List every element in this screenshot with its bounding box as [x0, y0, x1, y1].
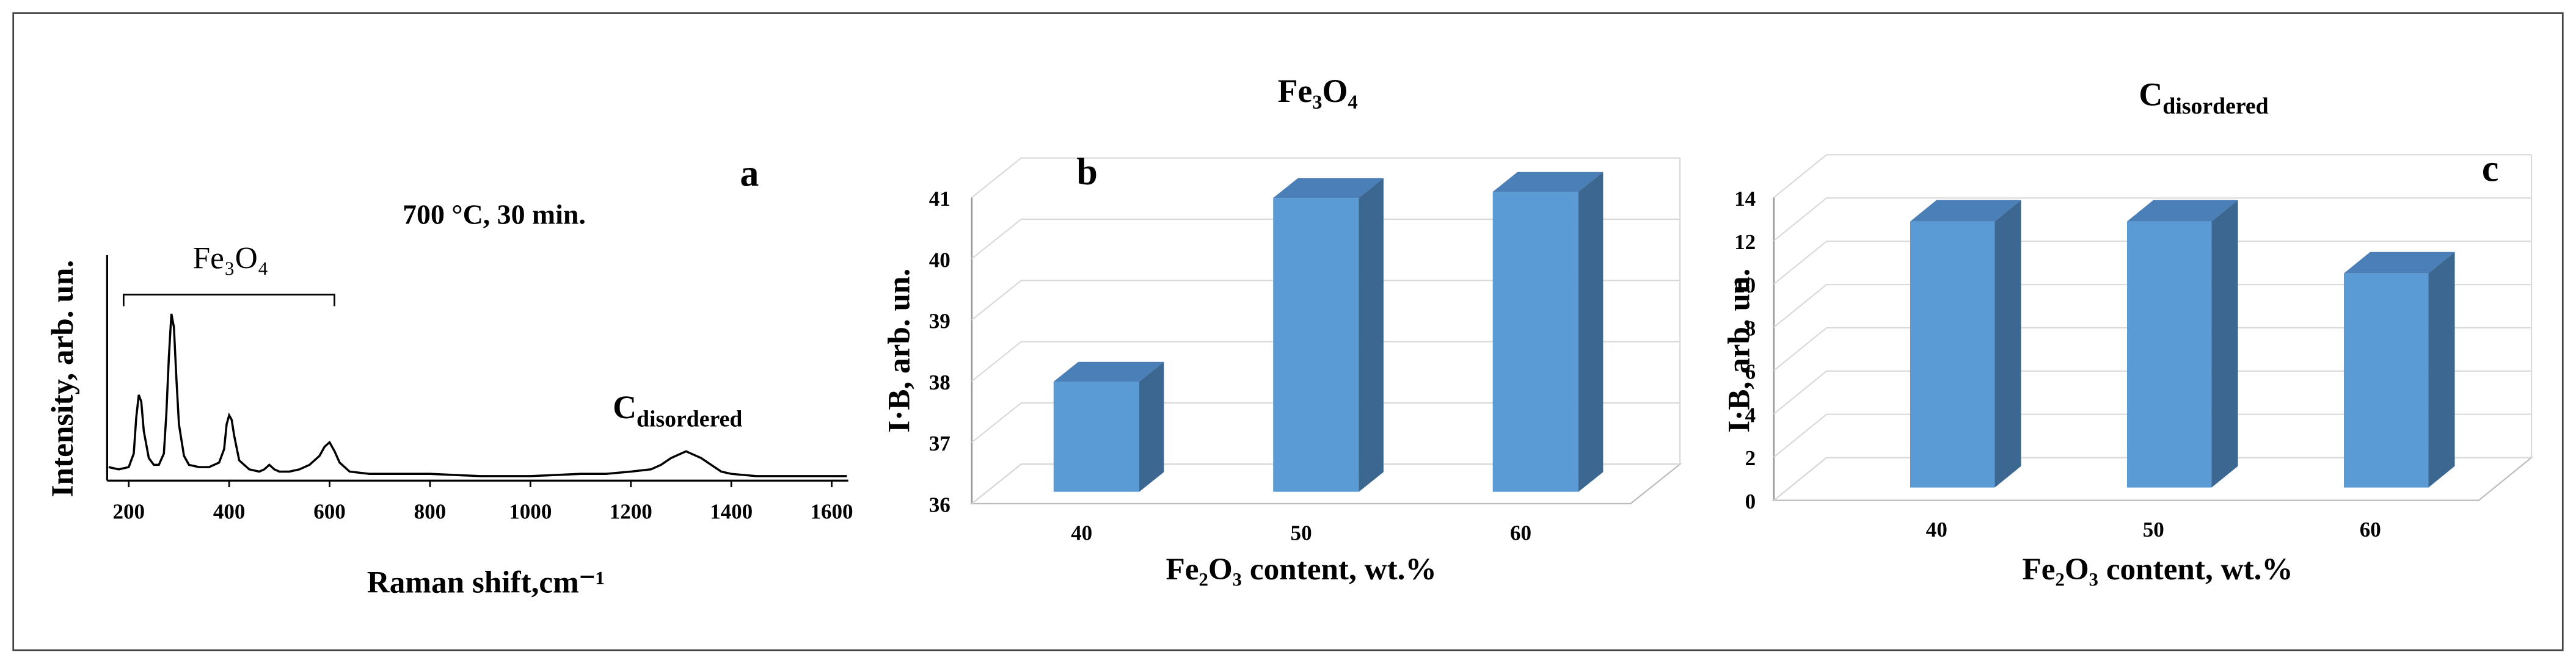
y-tick-label: 14	[1734, 187, 1756, 211]
x-tick-label: 600	[313, 499, 346, 523]
bar-front	[2126, 221, 2212, 488]
peak-label-main: C	[613, 389, 637, 426]
bar-top	[1492, 172, 1604, 192]
grid-line	[1773, 327, 2532, 371]
bracket-label: Fe₃O₄	[193, 241, 269, 275]
y-tick-label: 10	[1734, 274, 1756, 297]
x-tick-label: 60	[1510, 521, 1531, 545]
figure-border	[12, 12, 2564, 651]
x-tick-label: 50	[2143, 518, 2164, 542]
bar-front	[2343, 273, 2429, 488]
bar-side	[1359, 178, 1384, 492]
y-tick-label: 40	[929, 248, 950, 272]
bar-side	[2428, 252, 2455, 488]
condition-annotation: 700 °C, 30 min.	[403, 199, 586, 230]
panel-letter: b	[1076, 151, 1097, 193]
grid-line	[1773, 370, 2532, 415]
y-tick-label: 12	[1734, 230, 1756, 254]
bar-top	[1910, 200, 2021, 222]
y-axis-label: I·B, arb. un.	[1721, 269, 1756, 433]
peak-label: Cdisordered	[613, 389, 742, 432]
bar-top	[1053, 361, 1164, 382]
peak-label-sub: disordered	[637, 406, 742, 432]
x-tick-label: 50	[1291, 521, 1312, 545]
grid-line	[971, 402, 1680, 443]
chart-title-main: C	[2139, 76, 2162, 113]
y-tick-label: 36	[929, 493, 950, 516]
grid-line	[971, 157, 1680, 198]
bar-front	[1053, 382, 1139, 492]
chart-title: Cdisordered	[2139, 76, 2268, 119]
bar-side	[1139, 361, 1164, 492]
bar-front	[1492, 192, 1578, 492]
grid-line	[971, 463, 1680, 504]
x-tick-label: 40	[1926, 518, 1947, 542]
x-tick-label: 40	[1071, 521, 1092, 545]
x-tick-label: 1600	[810, 499, 853, 523]
x-axis-label: Fe₂O₃ content, wt.%	[1166, 552, 1436, 587]
grid-line	[971, 341, 1680, 382]
grid-line	[1773, 413, 2532, 458]
spectrum-line	[108, 313, 847, 477]
x-tick-label: 60	[2360, 518, 2381, 542]
y-tick-label: 37	[929, 432, 950, 455]
x-tick-label: 200	[112, 499, 145, 523]
x-tick-label: 400	[213, 499, 246, 523]
bar-top	[2343, 252, 2455, 274]
grid-line	[1773, 241, 2532, 285]
y-tick-label: 8	[1745, 317, 1756, 341]
x-axis-label: Raman shift,cm⁻¹	[367, 565, 605, 600]
x-axis-label: Fe₂O₃ content, wt.%	[2022, 552, 2293, 587]
x-tick-label: 1400	[710, 499, 753, 523]
bar-side	[1578, 172, 1604, 492]
bar-side	[1994, 200, 2021, 488]
panel-letter: c	[2482, 148, 2499, 190]
bar-side	[2211, 200, 2238, 488]
chart-title: Fe₃O₄	[1277, 73, 1357, 109]
panel-letter: a	[740, 153, 759, 195]
bar-front	[1273, 198, 1359, 492]
y-tick-label: 0	[1745, 490, 1756, 513]
grid-line	[1773, 197, 2532, 242]
bar-front	[1910, 221, 1995, 488]
chart-title-sub: disordered	[2162, 93, 2268, 119]
grid-line	[1773, 283, 2532, 328]
bracket	[122, 294, 335, 306]
y-axis-label: I·B, arb. un.	[881, 269, 916, 433]
bar-top	[1273, 178, 1384, 198]
x-tick-label: 800	[414, 499, 447, 523]
y-tick-label: 2	[1745, 446, 1756, 470]
y-tick-label: 39	[929, 310, 950, 333]
x-tick-label: 1000	[509, 499, 552, 523]
grid-line	[971, 219, 1680, 259]
y-tick-label: 6	[1745, 360, 1756, 383]
y-tick-label: 38	[929, 371, 950, 394]
y-tick-label: 41	[929, 187, 950, 211]
x-tick-label: 1200	[610, 499, 652, 523]
grid-line	[1773, 457, 2532, 501]
grid-line	[971, 280, 1680, 321]
y-axis-label: Intensity, arb. un.	[45, 260, 80, 498]
bar-top	[2126, 200, 2238, 222]
grid-line	[1773, 154, 2532, 198]
y-tick-label: 4	[1745, 403, 1756, 427]
